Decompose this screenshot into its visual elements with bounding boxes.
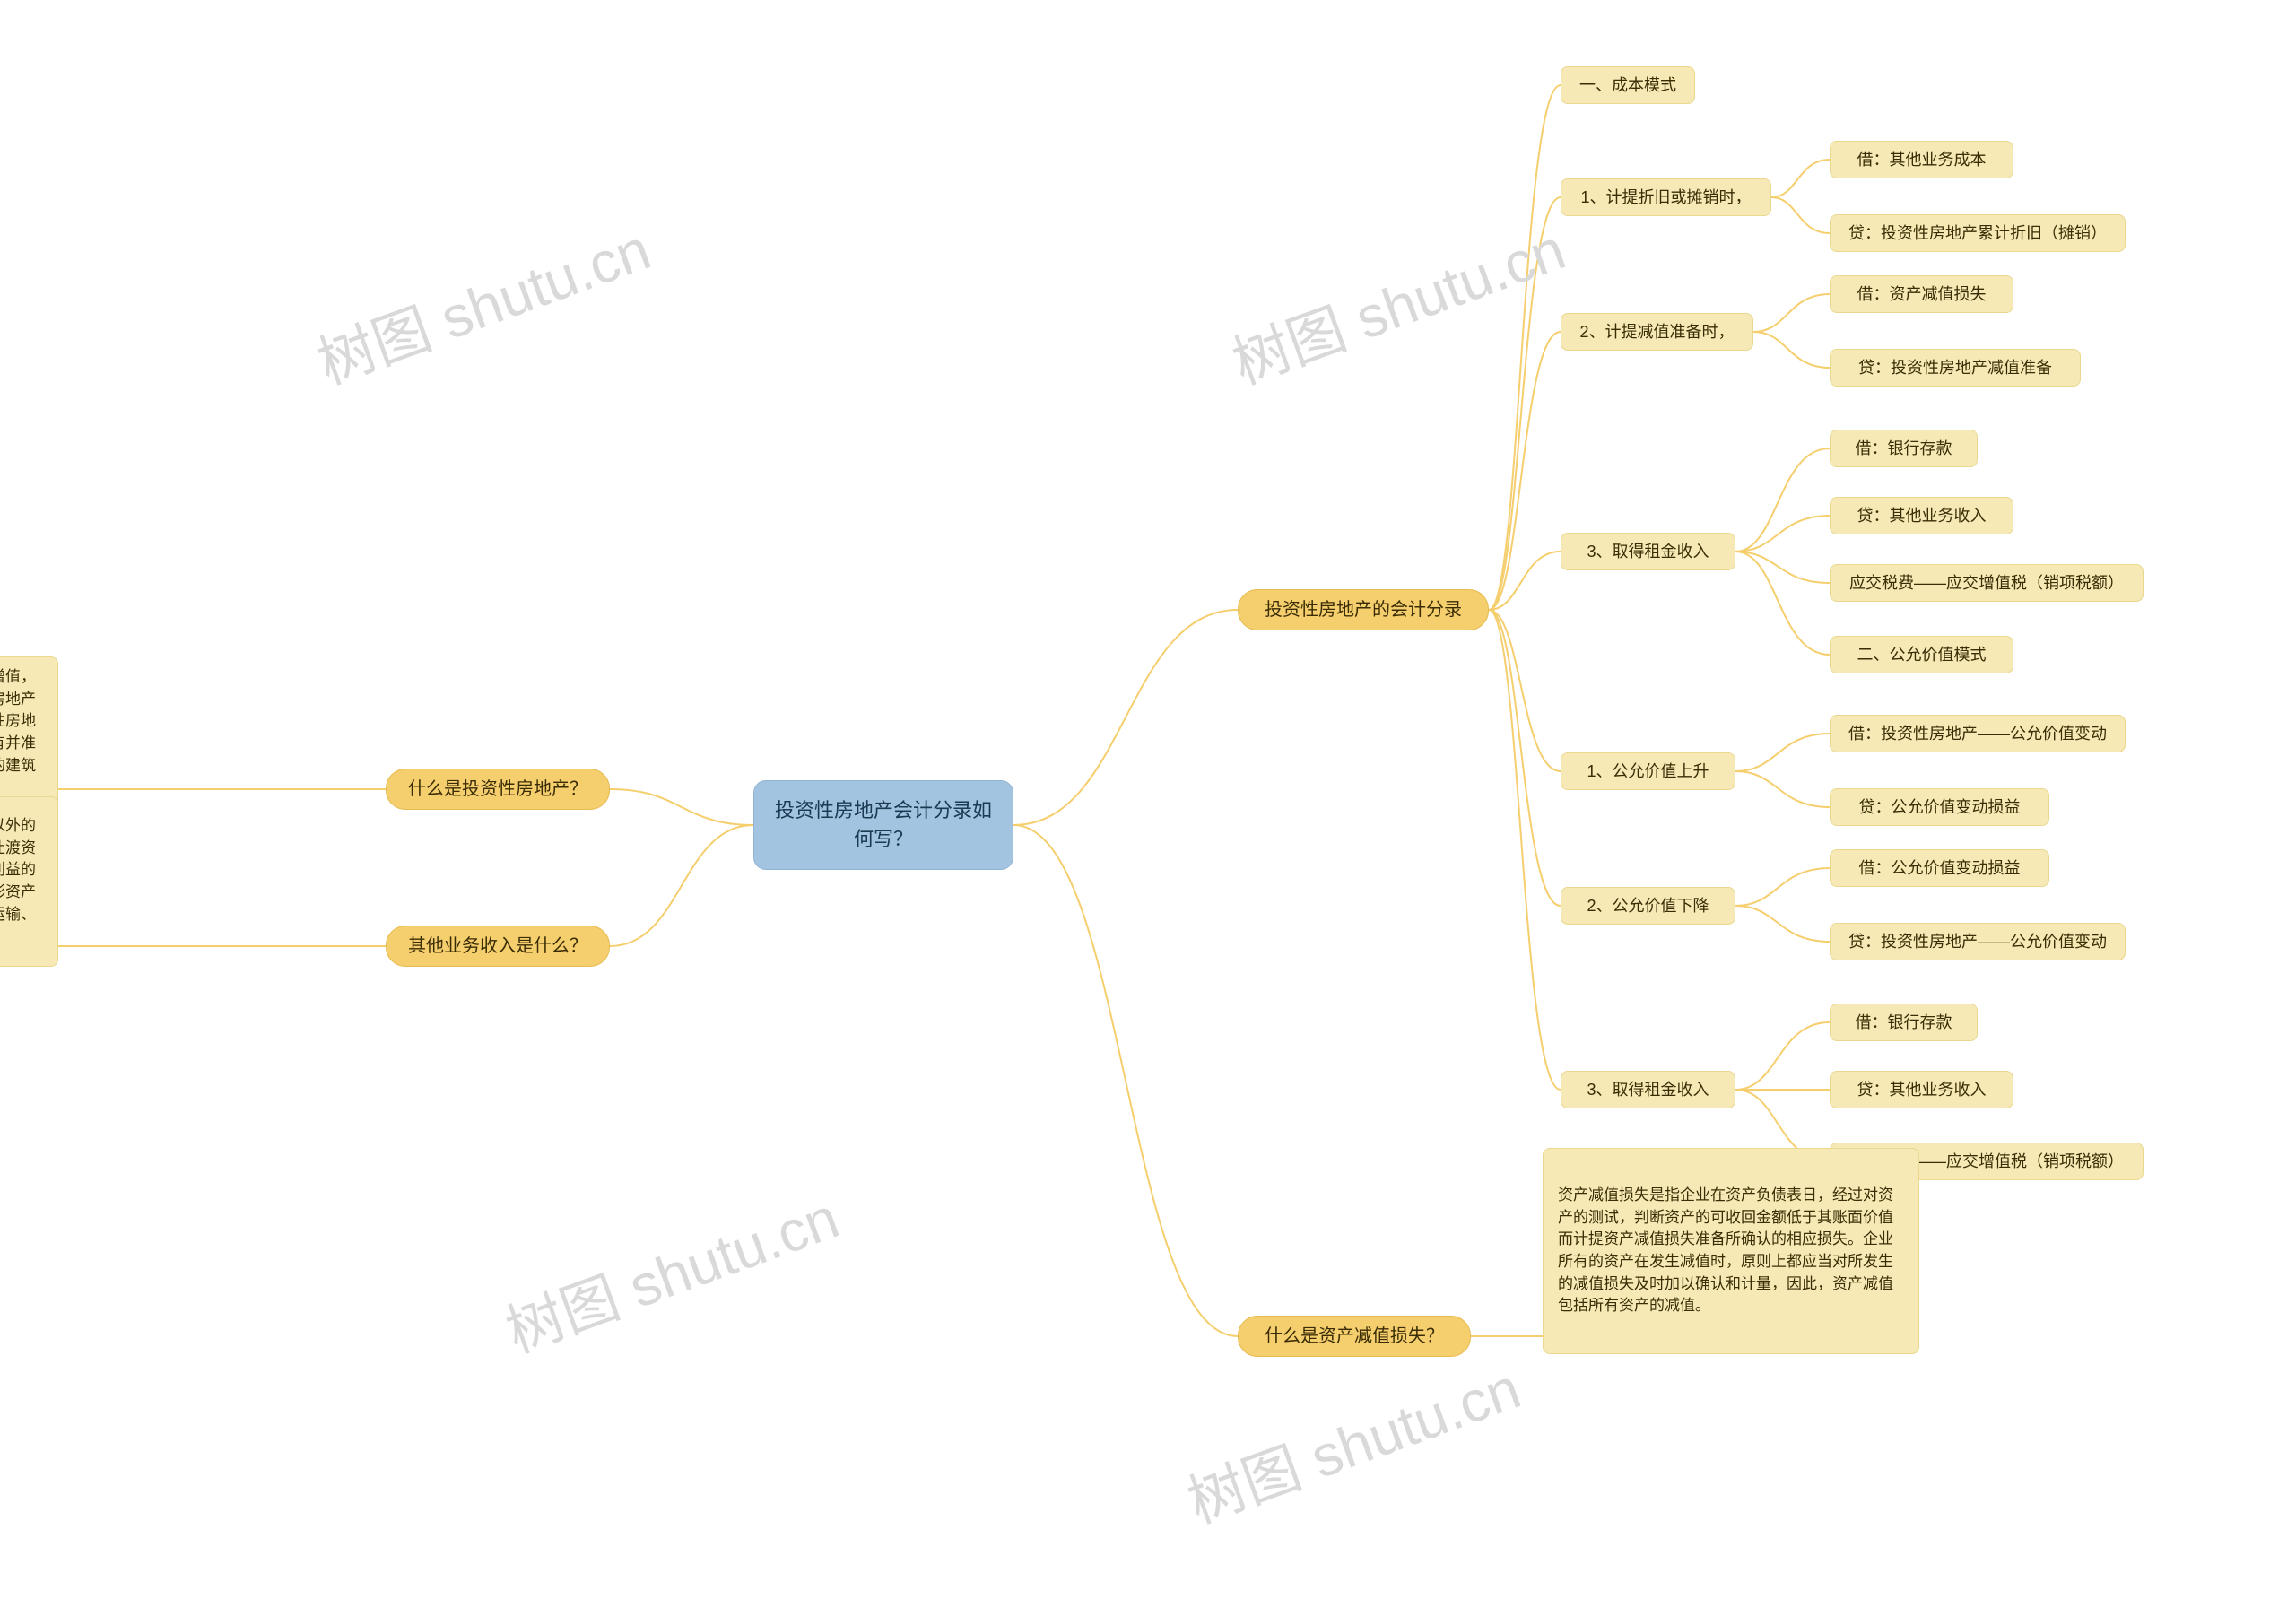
- watermark: 树图 shutu.cn: [1175, 1343, 1530, 1539]
- leaf-c4b: 贷：公允价值变动损益: [1830, 788, 2049, 826]
- leaf-cost-model-title[interactable]: 一、成本模式: [1561, 66, 1695, 104]
- leaf-fv-down[interactable]: 2、公允价值下降: [1561, 887, 1735, 925]
- leaf-rent-income-1[interactable]: 3、取得租金收入: [1561, 533, 1735, 570]
- watermark: 树图 shutu.cn: [493, 1172, 848, 1369]
- leaf-c3c: 应交税费——应交增值税（销项税额）: [1830, 564, 2144, 602]
- leaf-c3b: 贷：其他业务收入: [1830, 497, 2013, 534]
- detail-impairment-loss: 资产减值损失是指企业在资产负债表日，经过对资产的测试，判断资产的可收回金额低于其…: [1543, 1148, 1919, 1354]
- detail-other-income: 其他业务收入是指企业主营业务收入以外的所有通过销售商品、提供劳务收入及让渡资产使…: [0, 796, 58, 967]
- branch-other-income[interactable]: 其他业务收入是什么？: [386, 926, 610, 967]
- leaf-c5a: 借：公允价值变动损益: [1830, 849, 2049, 887]
- leaf-fair-value-title: 二、公允价值模式: [1830, 636, 2013, 673]
- leaf-c5b: 贷：投资性房地产——公允价值变动: [1830, 923, 2126, 960]
- leaf-c1b: 贷：投资性房地产累计折旧（摊销）: [1830, 214, 2126, 252]
- leaf-impairment-prov[interactable]: 2、计提减值准备时，: [1561, 313, 1753, 351]
- leaf-c3a: 借：银行存款: [1830, 430, 1978, 467]
- root-node[interactable]: 投资性房地产会计分录如何写？: [753, 780, 1013, 870]
- watermark: 树图 shutu.cn: [305, 204, 660, 400]
- detail-investment-property: 投资性房地产是指为赚取租金或资本增值，或两者兼有而持有的房地产。投资性房地产应当…: [0, 656, 58, 809]
- leaf-rent-income-2[interactable]: 3、取得租金收入: [1561, 1071, 1735, 1108]
- leaf-c6b: 贷：其他业务收入: [1830, 1071, 2013, 1108]
- branch-impairment-loss[interactable]: 什么是资产减值损失？: [1238, 1316, 1471, 1357]
- leaf-c6a: 借：银行存款: [1830, 1004, 1978, 1041]
- leaf-c2b: 贷：投资性房地产减值准备: [1830, 349, 2081, 387]
- watermark: 树图 shutu.cn: [1220, 204, 1575, 400]
- leaf-c1a: 借：其他业务成本: [1830, 141, 2013, 178]
- leaf-c2a: 借：资产减值损失: [1830, 275, 2013, 313]
- branch-what-is-investment-property[interactable]: 什么是投资性房地产？: [386, 769, 610, 810]
- leaf-c4a: 借：投资性房地产——公允价值变动: [1830, 715, 2126, 752]
- leaf-depreciation[interactable]: 1、计提折旧或摊销时，: [1561, 178, 1771, 216]
- branch-accounting-entries[interactable]: 投资性房地产的会计分录: [1238, 589, 1489, 630]
- leaf-fv-up[interactable]: 1、公允价值上升: [1561, 752, 1735, 790]
